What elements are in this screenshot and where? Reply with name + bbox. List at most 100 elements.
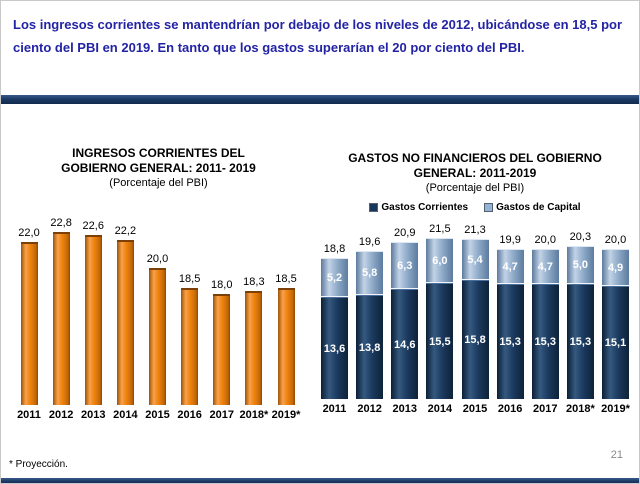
capital-segment: 5,4 [461,239,489,280]
stacked-bar-column: 20,9 6,3 14,6 2013 [389,215,420,416]
corrientes-value-label: 15,8 [464,334,486,346]
corrientes-segment: 13,8 [356,295,384,399]
page-number: 21 [610,449,623,461]
gastos-plot: 18,8 5,2 13,6 2011 19,6 5,8 13,8 2012 20,9 6,3 14,… [316,215,634,416]
x-axis-label: 2011 [322,403,347,415]
legend-label-capital: Gastos de Capital [496,201,581,213]
x-axis-label: 2017 [209,409,234,421]
total-value-label: 20,3 [569,231,592,243]
corrientes-swatch-icon [369,202,379,212]
capital-segment: 4,7 [531,249,559,284]
corrientes-value-label: 15,3 [534,336,556,348]
legend-item-corrientes: Gastos Corrientes [369,202,468,213]
slide-headline: Los ingresos corrientes se mantendrían p… [13,17,623,55]
x-axis-label: 2012 [357,403,382,415]
gastos-chart-title: GASTOS NO FINANCIEROS DEL GOBIERNO GENER… [348,151,602,180]
corrientes-segment: 14,6 [391,289,419,399]
bottom-divider-band [1,478,639,483]
stacked-bar-column: 20,0 4,7 15,3 2017 [530,215,561,416]
capital-segment: 4,9 [602,249,629,286]
capital-value-label: 6,0 [432,254,448,267]
total-value-label: 20,9 [394,227,416,239]
total-value-label: 21,3 [464,224,486,236]
ingresos-bar [181,288,199,405]
total-value-label: 19,9 [499,234,521,246]
corrientes-value-label: 15,1 [604,337,627,349]
ingresos-bar [52,232,70,405]
corrientes-segment: 15,3 [566,284,594,399]
capital-value-label: 6,3 [397,259,413,272]
bar-value-label: 22,2 [114,225,137,237]
bar-column: 22,2 2014 [113,194,137,422]
capital-swatch-icon [484,202,494,212]
bar-column: 18,3 2018* [239,194,269,422]
capital-value-label: 5,8 [361,267,378,279]
capital-value-label: 5,2 [326,271,343,284]
capital-segment: 5,8 [356,251,384,295]
ingresos-plot: 22,0 2011 22,8 2012 22,6 2013 22,2 2014 20,0 2015… [11,194,306,422]
capital-value-label: 5,4 [467,253,483,266]
bar-value-label: 22,8 [50,217,72,229]
capital-value-label: 4,9 [607,261,624,274]
bar-value-label: 22,6 [82,220,104,232]
stacked-bar-column: 21,3 5,4 15,8 2015 [460,215,491,416]
ingresos-bar [149,268,166,405]
ingresos-bar [116,240,134,405]
x-axis-label: 2016 [497,403,523,415]
corrientes-segment: 15,3 [496,284,524,399]
bar-value-label: 18,3 [243,276,265,288]
stacked-bar-column: 20,0 4,9 15,1 2019* [600,215,631,416]
ingresos-bar [213,294,231,405]
x-axis-label: 2012 [48,409,74,421]
corrientes-segment: 15,1 [602,286,629,399]
x-axis-label: 2017 [533,403,558,415]
stacked-bar-column: 21,5 6,0 15,5 2014 [424,215,455,416]
bar-value-label: 22,0 [18,227,40,239]
corrientes-value-label: 13,6 [323,342,346,355]
footnote: * Proyección. [9,459,68,470]
ingresos-bar [245,291,263,405]
ingresos-chart-title: INGRESOS CORRIENTES DEL GOBIERNO GENERAL… [61,146,256,175]
legend-item-capital: Gastos de Capital [484,201,581,213]
x-axis-label: 2018* [565,403,595,415]
corrientes-value-label: 14,6 [394,338,416,351]
bar-column: 22,6 2013 [81,194,105,422]
stacked-bar-column: 19,9 4,7 15,3 2016 [495,215,526,416]
total-value-label: 20,0 [604,234,627,246]
capital-value-label: 4,7 [537,260,553,273]
ingresos-bar [277,288,295,405]
x-axis-label: 2014 [427,403,453,415]
stacked-bar-column: 18,8 5,2 13,6 2011 [319,215,350,416]
x-axis-label: 2014 [113,409,138,421]
gastos-chart: GASTOS NO FINANCIEROS DEL GOBIERNO GENER… [316,151,634,416]
ingresos-bar [20,242,38,405]
corrientes-value-label: 15,5 [429,335,451,348]
capital-segment: 6,3 [391,242,419,289]
header-box: Los ingresos corrientes se mantendrían p… [9,7,633,89]
bar-value-label: 18,0 [211,279,233,291]
total-value-label: 21,5 [429,223,451,235]
bar-column: 18,0 2017 [210,194,234,422]
bar-column: 22,8 2012 [49,194,73,422]
corrientes-segment: 15,5 [426,283,454,399]
bar-column: 20,0 2015 [145,194,169,422]
capital-segment: 4,7 [496,249,524,284]
capital-value-label: 5,0 [572,259,589,271]
corrientes-segment: 15,3 [531,284,559,399]
bar-value-label: 18,5 [178,273,201,285]
total-value-label: 19,6 [358,236,381,248]
total-value-label: 18,8 [323,243,346,255]
x-axis-label: 2019* [601,403,630,415]
x-axis-label: 2015 [462,403,488,415]
capital-segment: 6,0 [426,238,454,283]
legend-label-corrientes: Gastos Corrientes [381,201,469,213]
x-axis-label: 2018* [239,409,269,421]
top-divider-band [1,95,639,104]
capital-value-label: 4,7 [502,260,518,273]
ingresos-bar [84,235,102,405]
gastos-legend: Gastos Corrientes Gastos de Capital [316,199,634,215]
corrientes-segment: 13,6 [321,297,348,399]
stacked-bar-column: 19,6 5,8 13,8 2012 [354,215,385,416]
capital-segment: 5,0 [566,246,594,284]
